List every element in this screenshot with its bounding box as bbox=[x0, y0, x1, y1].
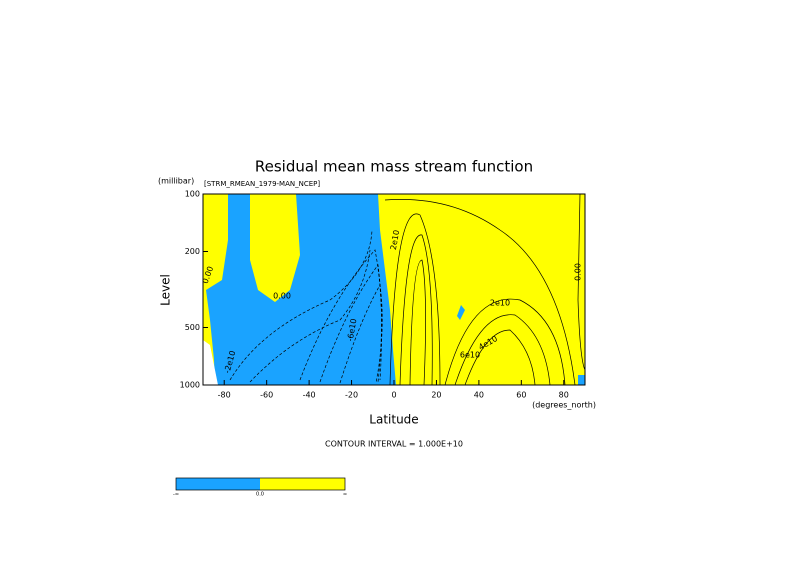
contour-line bbox=[384, 199, 576, 386]
x-tick-label: 40 bbox=[474, 391, 484, 400]
y-tick-label: 1000 bbox=[180, 381, 200, 390]
negative-region bbox=[578, 375, 585, 385]
y-unit-label: (millibar) bbox=[158, 177, 194, 186]
y-tick-label: 200 bbox=[185, 247, 200, 256]
subtitle: [STRM_RMEAN_1979-MAN_NCEP] bbox=[204, 180, 320, 188]
colorbar-label: ∞ bbox=[343, 492, 347, 498]
contour-line bbox=[229, 229, 373, 381]
contour-label: 2e10 bbox=[490, 299, 510, 308]
x-tick-label: -80 bbox=[218, 391, 231, 400]
contour-line bbox=[339, 283, 383, 384]
y-axis-label: Level bbox=[159, 274, 173, 306]
contour-label: 0.00 bbox=[574, 263, 583, 281]
contour-line bbox=[409, 259, 426, 386]
contour-line bbox=[464, 329, 536, 386]
x-tick-label: -60 bbox=[260, 391, 273, 400]
x-tick-label: 0 bbox=[391, 391, 396, 400]
contour-line bbox=[299, 249, 383, 381]
contour-line bbox=[399, 234, 433, 386]
colorbar-frame bbox=[175, 477, 346, 491]
x-tick-label: 20 bbox=[431, 391, 441, 400]
colorbar-positive bbox=[260, 478, 345, 490]
contour-line bbox=[454, 314, 551, 386]
x-tick-label: -40 bbox=[303, 391, 316, 400]
colorbar-label: -∞ bbox=[173, 492, 179, 498]
contour-label: 0.00 bbox=[273, 292, 291, 301]
contour-line bbox=[319, 264, 382, 383]
contour-line bbox=[389, 213, 441, 386]
x-tick-label: 80 bbox=[559, 391, 569, 400]
colorbar-label: 0.0 bbox=[256, 492, 264, 498]
contour-line bbox=[577, 193, 586, 371]
chart-title: Residual mean mass stream function bbox=[255, 158, 533, 176]
x-unit-label: (degrees_north) bbox=[532, 401, 596, 410]
missing-region bbox=[203, 340, 218, 385]
contour-line bbox=[249, 249, 371, 383]
footnote: CONTOUR INTERVAL = 1.000E+10 bbox=[325, 440, 463, 449]
x-tick-label: 60 bbox=[516, 391, 526, 400]
contour-label: 6e10 bbox=[460, 351, 480, 360]
contour-line bbox=[444, 298, 566, 386]
contour-label: -6e10 bbox=[346, 318, 359, 342]
negative-region bbox=[457, 305, 465, 320]
x-tick-label: -20 bbox=[345, 391, 358, 400]
colorbar-negative bbox=[176, 478, 260, 490]
y-tick-label: 500 bbox=[185, 323, 200, 332]
contour-label: 2e10 bbox=[389, 229, 401, 250]
y-tick-label: 100 bbox=[185, 190, 200, 199]
negative-region bbox=[206, 194, 396, 385]
x-axis-label: Latitude bbox=[369, 413, 418, 427]
